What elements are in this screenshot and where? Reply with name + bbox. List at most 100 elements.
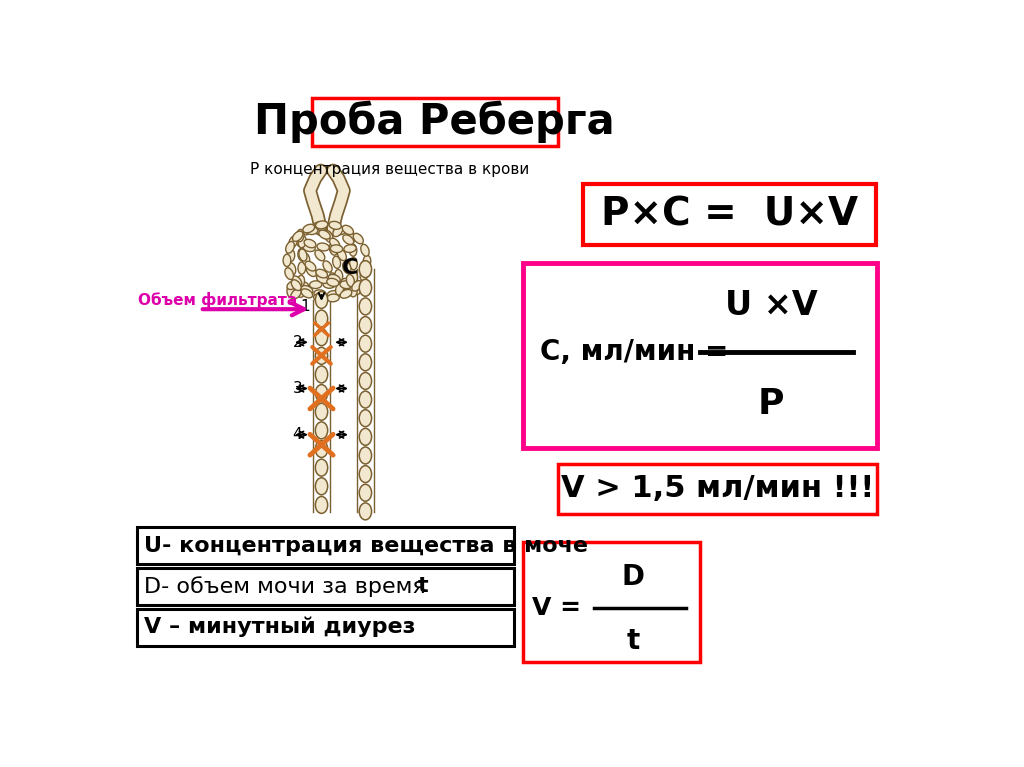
Ellipse shape: [330, 273, 338, 285]
Ellipse shape: [296, 282, 308, 290]
Ellipse shape: [359, 279, 372, 296]
Text: Объем фильтрата: Объем фильтрата: [138, 292, 298, 308]
Text: C: C: [342, 258, 358, 278]
Ellipse shape: [283, 254, 291, 267]
Ellipse shape: [298, 262, 306, 274]
Ellipse shape: [327, 278, 339, 286]
Ellipse shape: [325, 231, 333, 242]
Text: P×C =  U×V: P×C = U×V: [601, 196, 858, 233]
Ellipse shape: [340, 289, 352, 298]
Ellipse shape: [306, 266, 316, 277]
Ellipse shape: [340, 281, 352, 288]
Ellipse shape: [315, 310, 328, 327]
Ellipse shape: [344, 245, 356, 252]
Ellipse shape: [315, 478, 328, 495]
Ellipse shape: [359, 466, 372, 482]
Text: 2: 2: [293, 334, 302, 350]
Ellipse shape: [346, 231, 355, 242]
Ellipse shape: [287, 285, 295, 298]
Text: 1: 1: [300, 298, 310, 314]
Ellipse shape: [298, 285, 306, 298]
Ellipse shape: [343, 235, 353, 245]
FancyBboxPatch shape: [137, 568, 514, 605]
Ellipse shape: [360, 268, 369, 281]
Ellipse shape: [315, 403, 328, 420]
Ellipse shape: [296, 235, 304, 247]
Ellipse shape: [292, 276, 302, 287]
Ellipse shape: [359, 317, 372, 334]
Ellipse shape: [329, 222, 341, 229]
Ellipse shape: [305, 227, 317, 235]
Ellipse shape: [315, 459, 328, 476]
Ellipse shape: [291, 280, 301, 291]
Ellipse shape: [301, 285, 313, 295]
Ellipse shape: [303, 224, 314, 232]
Ellipse shape: [302, 253, 309, 265]
Ellipse shape: [316, 275, 328, 284]
FancyBboxPatch shape: [523, 263, 878, 448]
FancyBboxPatch shape: [558, 464, 878, 514]
Ellipse shape: [359, 410, 372, 426]
Ellipse shape: [334, 227, 346, 235]
Ellipse shape: [341, 278, 353, 286]
Ellipse shape: [328, 291, 340, 298]
Text: U- концентрация вещества в моче: U- концентрация вещества в моче: [144, 535, 589, 555]
Ellipse shape: [359, 335, 372, 352]
Ellipse shape: [341, 289, 353, 297]
Ellipse shape: [329, 275, 340, 283]
FancyBboxPatch shape: [137, 609, 514, 646]
Ellipse shape: [331, 245, 343, 252]
Ellipse shape: [293, 231, 303, 242]
Ellipse shape: [359, 261, 372, 278]
Ellipse shape: [313, 294, 326, 301]
Text: V – минутный диурез: V – минутный диурез: [144, 617, 416, 637]
Ellipse shape: [359, 447, 372, 464]
Ellipse shape: [349, 244, 356, 256]
Ellipse shape: [315, 384, 328, 402]
Text: C, мл/мин =: C, мл/мин =: [541, 337, 728, 366]
Ellipse shape: [289, 236, 297, 248]
FancyBboxPatch shape: [137, 527, 514, 564]
Ellipse shape: [359, 354, 372, 370]
Ellipse shape: [327, 294, 339, 301]
Ellipse shape: [359, 373, 372, 390]
Ellipse shape: [287, 281, 298, 289]
Ellipse shape: [359, 429, 372, 446]
Ellipse shape: [314, 290, 327, 298]
Ellipse shape: [349, 258, 357, 270]
Ellipse shape: [343, 262, 351, 274]
Ellipse shape: [350, 284, 360, 295]
Ellipse shape: [324, 281, 336, 288]
Ellipse shape: [298, 235, 306, 248]
Ellipse shape: [315, 329, 328, 346]
Text: Проба Реберга: Проба Реберга: [254, 100, 615, 143]
Ellipse shape: [315, 269, 328, 278]
Ellipse shape: [337, 249, 346, 261]
Ellipse shape: [352, 281, 361, 291]
Ellipse shape: [296, 229, 304, 242]
Ellipse shape: [285, 268, 294, 279]
Ellipse shape: [330, 239, 340, 249]
Ellipse shape: [298, 249, 305, 261]
FancyBboxPatch shape: [523, 542, 700, 662]
FancyBboxPatch shape: [584, 184, 876, 245]
Ellipse shape: [359, 503, 372, 520]
Ellipse shape: [286, 242, 294, 253]
Ellipse shape: [333, 256, 341, 268]
Ellipse shape: [315, 221, 328, 229]
Ellipse shape: [359, 298, 372, 315]
Ellipse shape: [315, 250, 325, 261]
Ellipse shape: [323, 261, 332, 272]
Ellipse shape: [315, 291, 328, 308]
Ellipse shape: [364, 255, 371, 268]
Ellipse shape: [317, 243, 329, 251]
Text: 4: 4: [293, 427, 302, 443]
Ellipse shape: [301, 289, 312, 298]
Ellipse shape: [330, 243, 338, 255]
Text: D: D: [622, 563, 644, 591]
Ellipse shape: [342, 225, 353, 235]
Text: 3: 3: [293, 381, 302, 396]
Ellipse shape: [360, 244, 370, 256]
Ellipse shape: [305, 262, 315, 271]
Ellipse shape: [349, 285, 357, 297]
